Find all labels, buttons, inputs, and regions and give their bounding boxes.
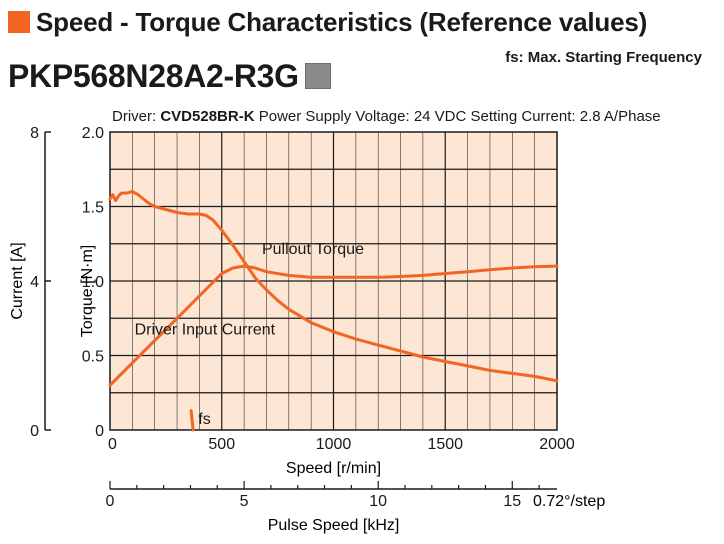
driver-label: Driver: [112,108,157,125]
driver-input-current-annotation: Driver Input Current [135,322,276,339]
pulse-speed-label: Pulse Speed [kHz] [268,517,400,534]
current-tick-label: 8 [30,125,39,142]
model-row: PKP568N28A2-R3G [8,58,331,94]
title-row: Speed - Torque Characteristics (Referenc… [8,6,647,38]
torque-tick-label: 0 [95,423,104,440]
torque-tick-label: 0.5 [82,349,104,366]
speed-tick-label: 0 [108,436,117,453]
pulse-speed-axis: 0 5 10 15 [106,481,557,510]
pullout-torque-annotation: Pullout Torque [262,241,364,258]
current-tick-label: 4 [30,274,39,291]
model-name: PKP568N28A2-R3G [8,57,299,94]
torque-tick-label: 1.5 [82,200,104,217]
pullout-torque-curve [108,190,559,383]
series-layer [108,190,559,432]
current-axis-label: Current [A] [9,242,26,319]
speed-tick-label: 500 [208,436,235,453]
driver-conditions: Driver: CVD528BR-K Power Supply Voltage:… [112,108,661,125]
pulse-tick-label: 0 [106,493,115,510]
speed-tick-label: 1500 [427,436,463,453]
y-axis-label: Torque [N·m] [79,245,96,337]
speed-tick-label: 2000 [539,436,575,453]
pulse-tick-label: 15 [503,493,521,510]
driver-model: CVD528BR-K [160,108,255,125]
fs-note: fs: Max. Starting Frequency [505,49,702,66]
torque-axis: 0 0.5 1.0 1.5 2.0 [82,125,104,440]
title-square-icon [8,11,30,33]
torque-tick-label: 2.0 [82,125,104,142]
current-axis: 0 4 8 [30,125,51,440]
horizontal-gridlines [110,168,557,394]
plot-frame [109,131,558,431]
pulse-tick-label: 5 [240,493,249,510]
step-angle-note: 0.72°/step [533,493,605,510]
page-title: Speed - Torque Characteristics (Referenc… [36,6,648,37]
fs-curve [189,409,195,432]
current-tick-label: 0 [30,423,39,440]
speed-axis-ticks: 0 500 1000 1500 2000 [108,436,575,453]
torque-tick-label: 1.0 [82,274,104,291]
pulse-tick-label: 10 [369,493,387,510]
setting-current: Setting Current: 2.8 A/Phase [470,108,661,125]
fs-annotation: fs [198,411,210,428]
x-axis-label: Speed [r/min] [286,460,381,477]
annotation-layer: Pullout Torque Driver Input Current fs [135,241,364,428]
speed-tick-label: 1000 [316,436,352,453]
driver-input-current-curve [108,264,559,387]
supply-voltage: Power Supply Voltage: 24 VDC [258,108,467,125]
model-square-icon [304,63,331,89]
